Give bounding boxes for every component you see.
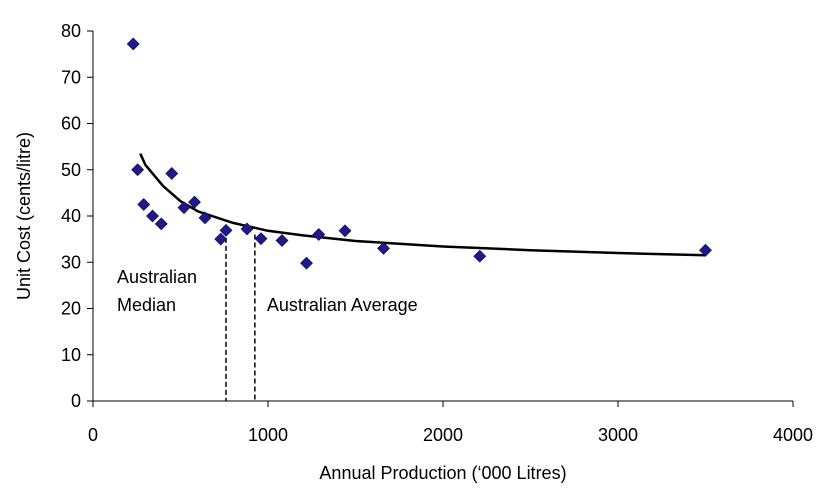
x-tick-label: 4000 — [773, 425, 813, 445]
y-tick-label: 80 — [61, 21, 81, 41]
annotations: Australian Median Australian Average — [117, 267, 418, 315]
data-point — [338, 224, 352, 238]
data-point — [214, 232, 228, 246]
x-tick-label: 0 — [88, 425, 98, 445]
data-point — [275, 234, 289, 247]
y-tick-label: 20 — [61, 299, 81, 319]
data-point — [137, 198, 151, 211]
data-point — [300, 256, 313, 270]
y-tick-label: 70 — [61, 67, 81, 87]
y-axis-title: Unit Cost (cents/litre) — [14, 132, 34, 300]
x-tick-label: 2000 — [423, 425, 463, 445]
data-point — [377, 241, 390, 255]
y-tick-label: 40 — [61, 206, 81, 226]
data-point — [165, 167, 179, 180]
data-point — [219, 223, 233, 237]
data-point — [154, 217, 168, 231]
y-tick-label: 10 — [61, 345, 81, 365]
data-points — [126, 37, 712, 270]
ticks: 0 10 20 30 40 50 60 70 80 0 1000 2000 3000 4000 — [61, 21, 813, 445]
y-tick-label: 60 — [61, 114, 81, 134]
y-tick-label: 50 — [61, 160, 81, 180]
reference-lines — [225, 229, 256, 401]
y-tick-label: 30 — [61, 252, 81, 272]
data-point — [131, 163, 145, 177]
data-point — [473, 249, 487, 263]
data-point — [699, 243, 712, 257]
data-point — [312, 228, 326, 241]
y-tick-label: 0 — [71, 391, 81, 411]
x-tick-label: 1000 — [248, 425, 288, 445]
axes — [92, 31, 793, 402]
x-tick-label: 3000 — [598, 425, 638, 445]
data-point — [198, 211, 212, 225]
data-point — [254, 232, 268, 246]
data-point — [177, 201, 191, 215]
x-axis-title: Annual Production (‘000 Litres) — [319, 463, 566, 483]
reference-line-label: Australian Average — [267, 295, 418, 315]
trendline — [139, 153, 706, 257]
data-point — [188, 195, 201, 209]
data-point — [146, 209, 159, 223]
data-point — [240, 222, 254, 236]
data-point — [126, 37, 140, 51]
reference-line-label: Median — [117, 295, 176, 315]
reference-line-label: Australian — [117, 267, 197, 287]
trendline-group — [139, 153, 706, 257]
